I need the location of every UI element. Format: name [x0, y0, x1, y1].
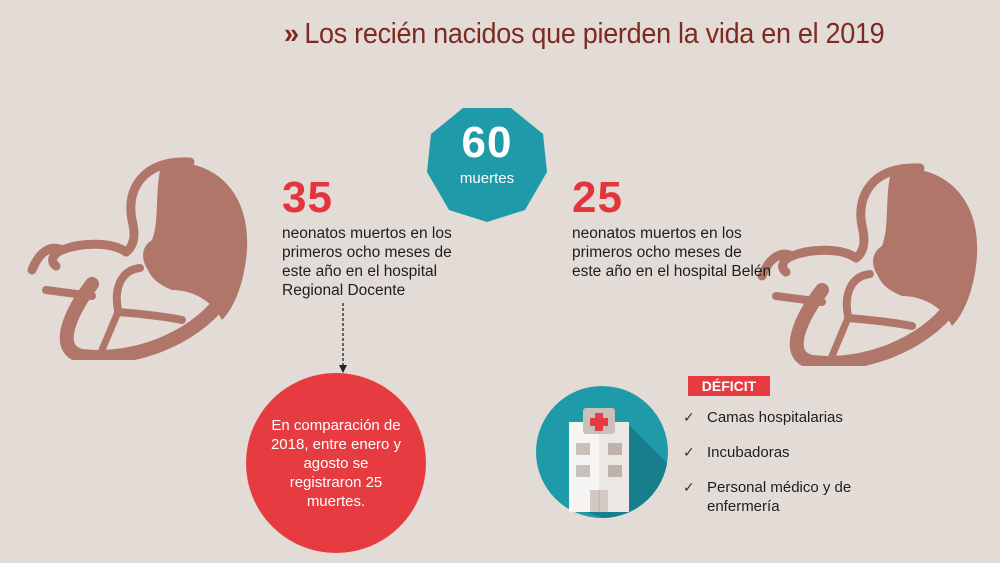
- fetus-icon: [27, 157, 248, 360]
- deficit-item-text: Incubadoras: [707, 444, 790, 461]
- stat-value: 25: [572, 173, 623, 222]
- page-title: » Los recién nacidos que pierden la vida …: [284, 18, 885, 51]
- deficit-item-text: Camas hospitalarias: [707, 409, 843, 426]
- check-icon: ✓: [683, 444, 695, 460]
- deficit-item: ✓ Camas hospitalarias: [683, 408, 877, 427]
- deficit-item: ✓ Incubadoras: [683, 443, 877, 462]
- title-text: Los recién nacidos que pierden la vida e…: [304, 18, 885, 50]
- check-icon: ✓: [683, 479, 695, 495]
- chevron-icon: »: [284, 18, 299, 50]
- total-value: 60: [461, 118, 513, 167]
- deficit-label: DÉFICIT: [688, 376, 770, 396]
- deficit-item: ✓ Personal médico y de enfermería: [683, 478, 877, 516]
- stat-description: neonatos muertos en los primeros ocho me…: [282, 225, 452, 299]
- dotted-arrow-icon: [339, 303, 347, 373]
- total-label: muertes: [459, 170, 515, 187]
- comparison-note: En comparación de 2018, entre enero y ag…: [246, 373, 426, 553]
- octagon-shape: [427, 108, 547, 222]
- hospital-icon: [536, 386, 668, 518]
- comparison-text: En comparación de 2018, entre enero y ag…: [270, 416, 402, 510]
- stat-regional-docente: 35 neonatos muertos en los primeros ocho…: [282, 176, 482, 300]
- check-icon: ✓: [683, 409, 695, 425]
- deficit-list: ✓ Camas hospitalarias ✓ Incubadoras ✓ Pe…: [683, 408, 877, 532]
- stat-description: neonatos muertos en los primeros ocho me…: [572, 225, 772, 280]
- stat-value: 35: [282, 173, 333, 222]
- stat-belen: 25 neonatos muertos en los primeros ocho…: [572, 176, 772, 281]
- fetus-icon: [757, 163, 978, 366]
- deficit-item-text: Personal médico y de enfermería: [707, 479, 852, 515]
- total-deaths-badge: 60 muertes: [427, 106, 547, 222]
